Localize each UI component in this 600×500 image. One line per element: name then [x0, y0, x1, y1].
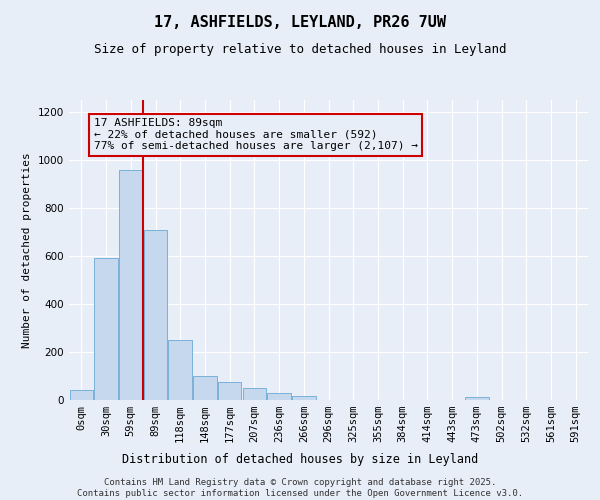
- Text: 17, ASHFIELDS, LEYLAND, PR26 7UW: 17, ASHFIELDS, LEYLAND, PR26 7UW: [154, 15, 446, 30]
- Bar: [465, 396, 488, 400]
- Bar: [169, 340, 192, 400]
- Text: Size of property relative to detached houses in Leyland: Size of property relative to detached ho…: [94, 42, 506, 56]
- Bar: [70, 390, 93, 400]
- Text: 17 ASHFIELDS: 89sqm
← 22% of detached houses are smaller (592)
77% of semi-detac: 17 ASHFIELDS: 89sqm ← 22% of detached ho…: [94, 118, 418, 151]
- Bar: [268, 394, 291, 400]
- Bar: [193, 376, 217, 400]
- Bar: [292, 396, 316, 400]
- Bar: [94, 258, 118, 400]
- Bar: [144, 230, 167, 400]
- Text: Distribution of detached houses by size in Leyland: Distribution of detached houses by size …: [122, 452, 478, 466]
- Text: Contains HM Land Registry data © Crown copyright and database right 2025.
Contai: Contains HM Land Registry data © Crown c…: [77, 478, 523, 498]
- Bar: [119, 170, 143, 400]
- Y-axis label: Number of detached properties: Number of detached properties: [22, 152, 32, 348]
- Bar: [218, 382, 241, 400]
- Bar: [242, 388, 266, 400]
